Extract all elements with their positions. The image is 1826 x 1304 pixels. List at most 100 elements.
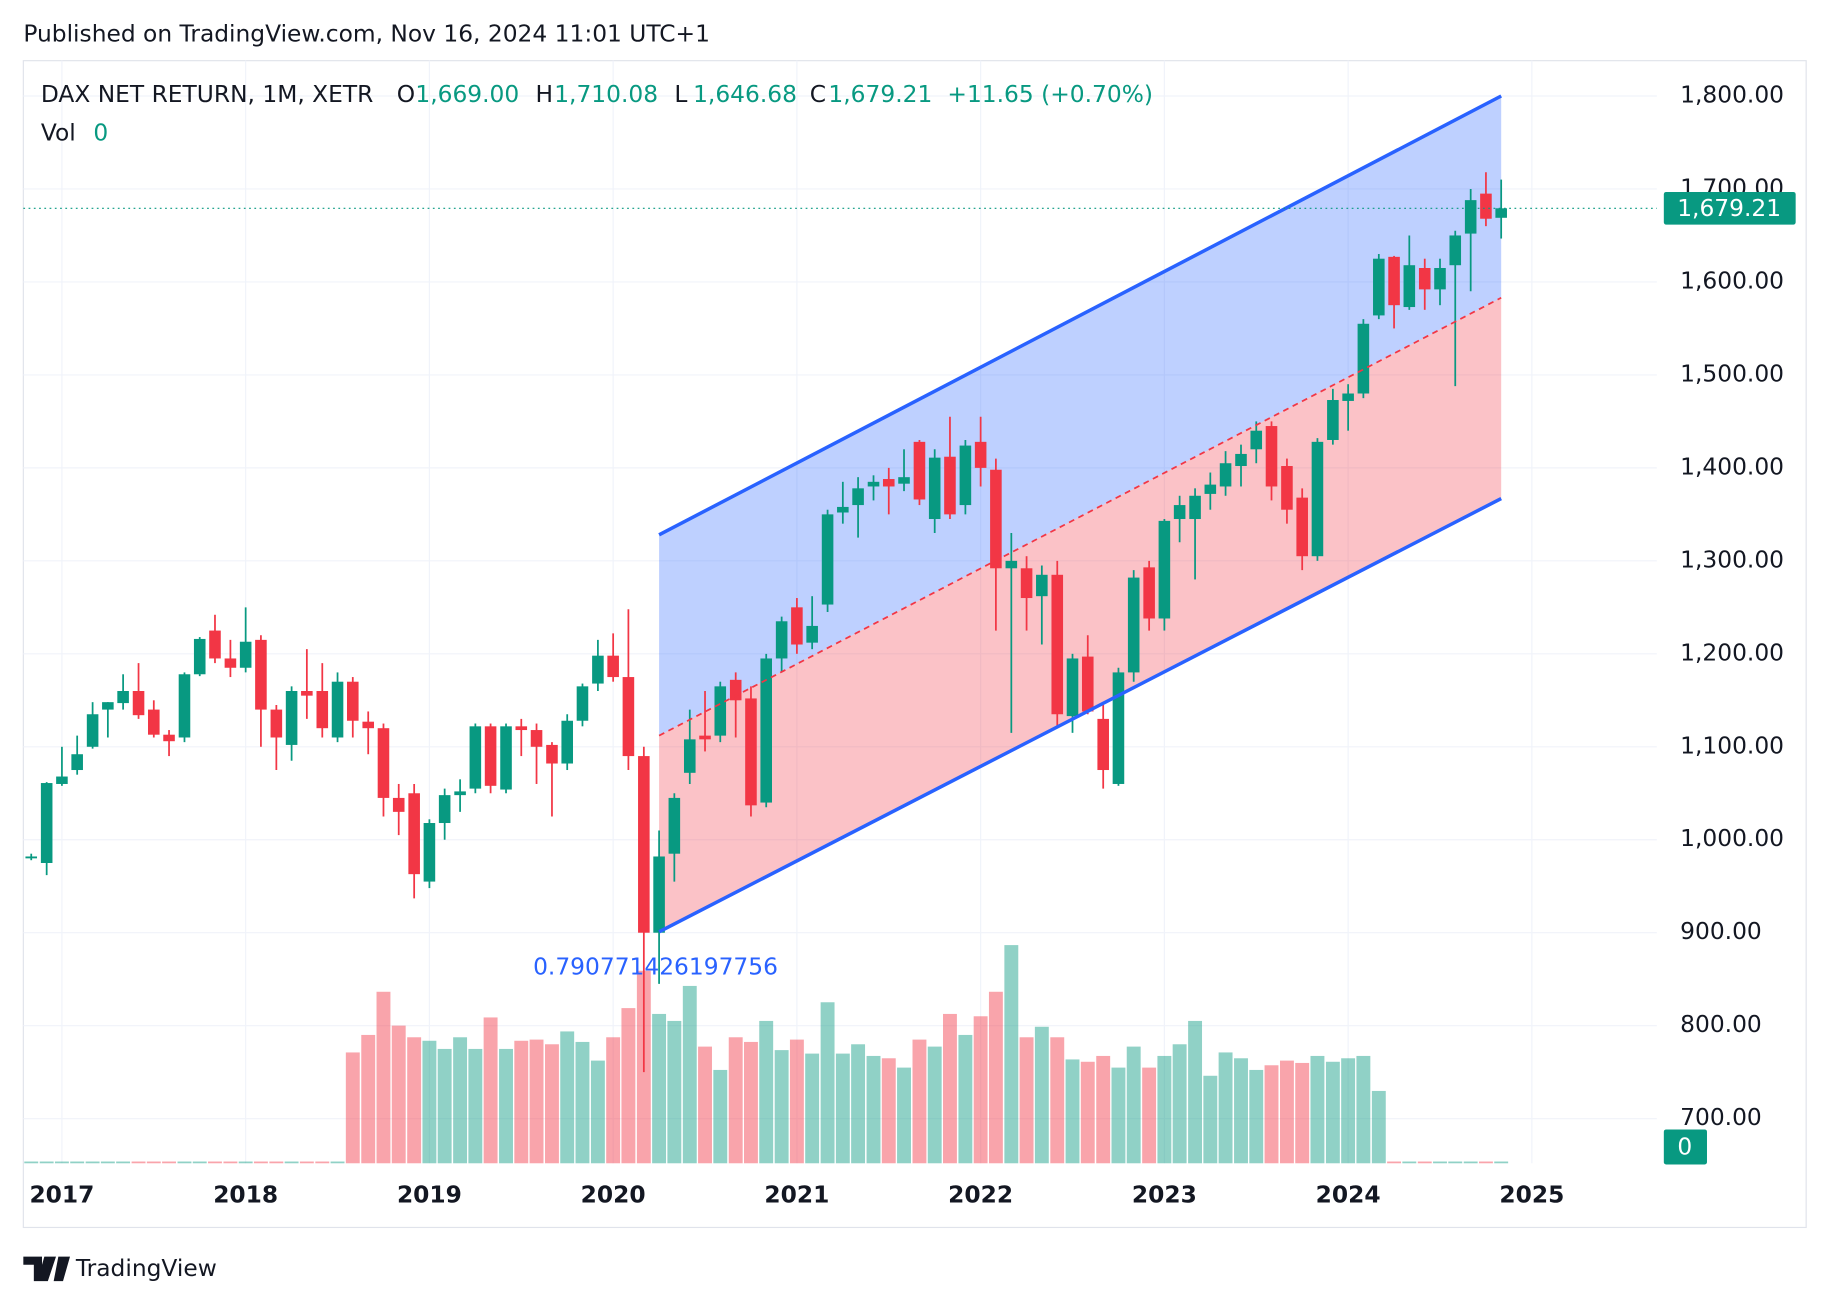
volume-bar xyxy=(177,1161,192,1164)
ohlc-key: O xyxy=(397,80,415,108)
candle-body xyxy=(1296,497,1308,557)
candle-body xyxy=(913,441,926,500)
last-price-box xyxy=(1663,191,1796,225)
volume-bar xyxy=(391,1025,406,1164)
candle-body xyxy=(331,681,344,738)
x-tick-label: 2018 xyxy=(213,1180,278,1208)
x-tick-label: 2017 xyxy=(29,1180,94,1208)
volume-bar xyxy=(453,1037,468,1164)
volume-bar xyxy=(1111,1067,1126,1164)
volume-bar xyxy=(958,1034,973,1164)
volume-bar xyxy=(1279,1060,1294,1164)
volume-bar xyxy=(744,1041,758,1164)
candle-body xyxy=(1281,466,1293,510)
candle-body xyxy=(255,639,267,710)
x-tick-label: 2020 xyxy=(581,1180,646,1208)
ohlc-value: 1,646.68 xyxy=(693,80,797,108)
volume-bar xyxy=(131,1161,146,1164)
volume-bar xyxy=(1050,1037,1065,1164)
volume-bar xyxy=(1142,1067,1157,1164)
volume-bar xyxy=(1126,1046,1141,1164)
candle-body xyxy=(285,691,298,745)
candle-body xyxy=(944,456,956,515)
channel-lower-fill xyxy=(659,297,1502,932)
candle-body xyxy=(86,714,99,747)
candle-body xyxy=(1036,574,1048,597)
candle-body xyxy=(729,679,742,701)
candle-body xyxy=(515,726,528,731)
candle-body xyxy=(760,658,772,803)
volume-bar xyxy=(100,1161,115,1164)
volume-bar xyxy=(759,1020,774,1164)
x-tick-label: 2022 xyxy=(948,1180,1013,1208)
y-tick-label: 1,600.00 xyxy=(1680,266,1784,294)
volume-bar xyxy=(330,1161,345,1164)
candle-body xyxy=(821,514,834,605)
volume-bar xyxy=(1172,1044,1187,1164)
candle-body xyxy=(1112,672,1125,784)
candle-body xyxy=(668,797,681,854)
candle-body xyxy=(239,641,252,668)
ohlc-value: 1,679.21 xyxy=(828,80,932,108)
volume-bar xyxy=(698,1046,712,1164)
candle-body xyxy=(745,698,757,806)
candle-body xyxy=(1097,718,1109,771)
candle-body xyxy=(607,655,619,678)
candle-body xyxy=(362,721,375,729)
volume-bar xyxy=(1356,1055,1371,1164)
volume-bar xyxy=(1080,1061,1095,1164)
channel-upper-fill xyxy=(659,96,1502,736)
candle-body xyxy=(117,691,129,704)
candle-body xyxy=(714,686,727,736)
volume-bar xyxy=(422,1040,437,1164)
volume-bar xyxy=(437,1048,452,1164)
volume-bar xyxy=(835,1053,850,1164)
candle-body xyxy=(638,756,650,933)
candle-body xyxy=(1449,235,1462,266)
ohlc-value: 1,669.00 xyxy=(415,80,519,108)
volume-bar xyxy=(499,1048,513,1164)
chart-frame xyxy=(22,60,1807,1229)
volume-bar xyxy=(253,1161,268,1164)
volume-bar xyxy=(1463,1161,1478,1164)
volume-bar xyxy=(85,1161,100,1164)
x-tick-label: 2023 xyxy=(1132,1180,1197,1208)
candle-body xyxy=(1066,658,1079,717)
candle-body xyxy=(1081,656,1094,712)
volume-bar xyxy=(652,1013,667,1164)
candle-body xyxy=(377,728,390,798)
volume-bar xyxy=(1310,1055,1325,1164)
candle-body xyxy=(484,726,497,786)
volume-bar xyxy=(361,1034,376,1164)
volume-bar xyxy=(866,1055,881,1164)
volume-bar xyxy=(1203,1075,1218,1164)
candle-body xyxy=(224,658,237,668)
ohlc-key: C xyxy=(810,80,826,108)
volume-legend: Vol xyxy=(41,119,76,147)
candle-body xyxy=(974,441,987,468)
candle-body xyxy=(775,621,788,659)
volume-bar xyxy=(529,1039,544,1164)
candle-body xyxy=(1327,400,1339,440)
volume-bar xyxy=(621,1008,636,1164)
candle-body xyxy=(1158,520,1171,619)
volume-bar xyxy=(24,1161,39,1164)
y-tick-label: 1,800.00 xyxy=(1680,81,1784,109)
candle-body xyxy=(1189,495,1201,520)
volume-bar xyxy=(1096,1055,1111,1164)
volume-bar xyxy=(146,1161,161,1164)
volume-bar xyxy=(927,1046,942,1164)
x-tick-label: 2025 xyxy=(1499,1180,1564,1208)
y-tick-label: 1,200.00 xyxy=(1680,638,1784,666)
channel-lower-line xyxy=(658,497,1502,934)
ohlc-value: 1,710.08 xyxy=(554,80,658,108)
volume-bar xyxy=(1433,1161,1447,1164)
candle-body xyxy=(469,726,482,789)
volume-bar xyxy=(1264,1065,1279,1164)
volume-bar xyxy=(1234,1058,1248,1164)
symbol: DAX NET RETURN, 1M, XETR xyxy=(41,80,374,108)
ohlc-key: H xyxy=(536,80,554,108)
volume-bar xyxy=(1249,1069,1264,1164)
candle-body xyxy=(1480,193,1492,219)
